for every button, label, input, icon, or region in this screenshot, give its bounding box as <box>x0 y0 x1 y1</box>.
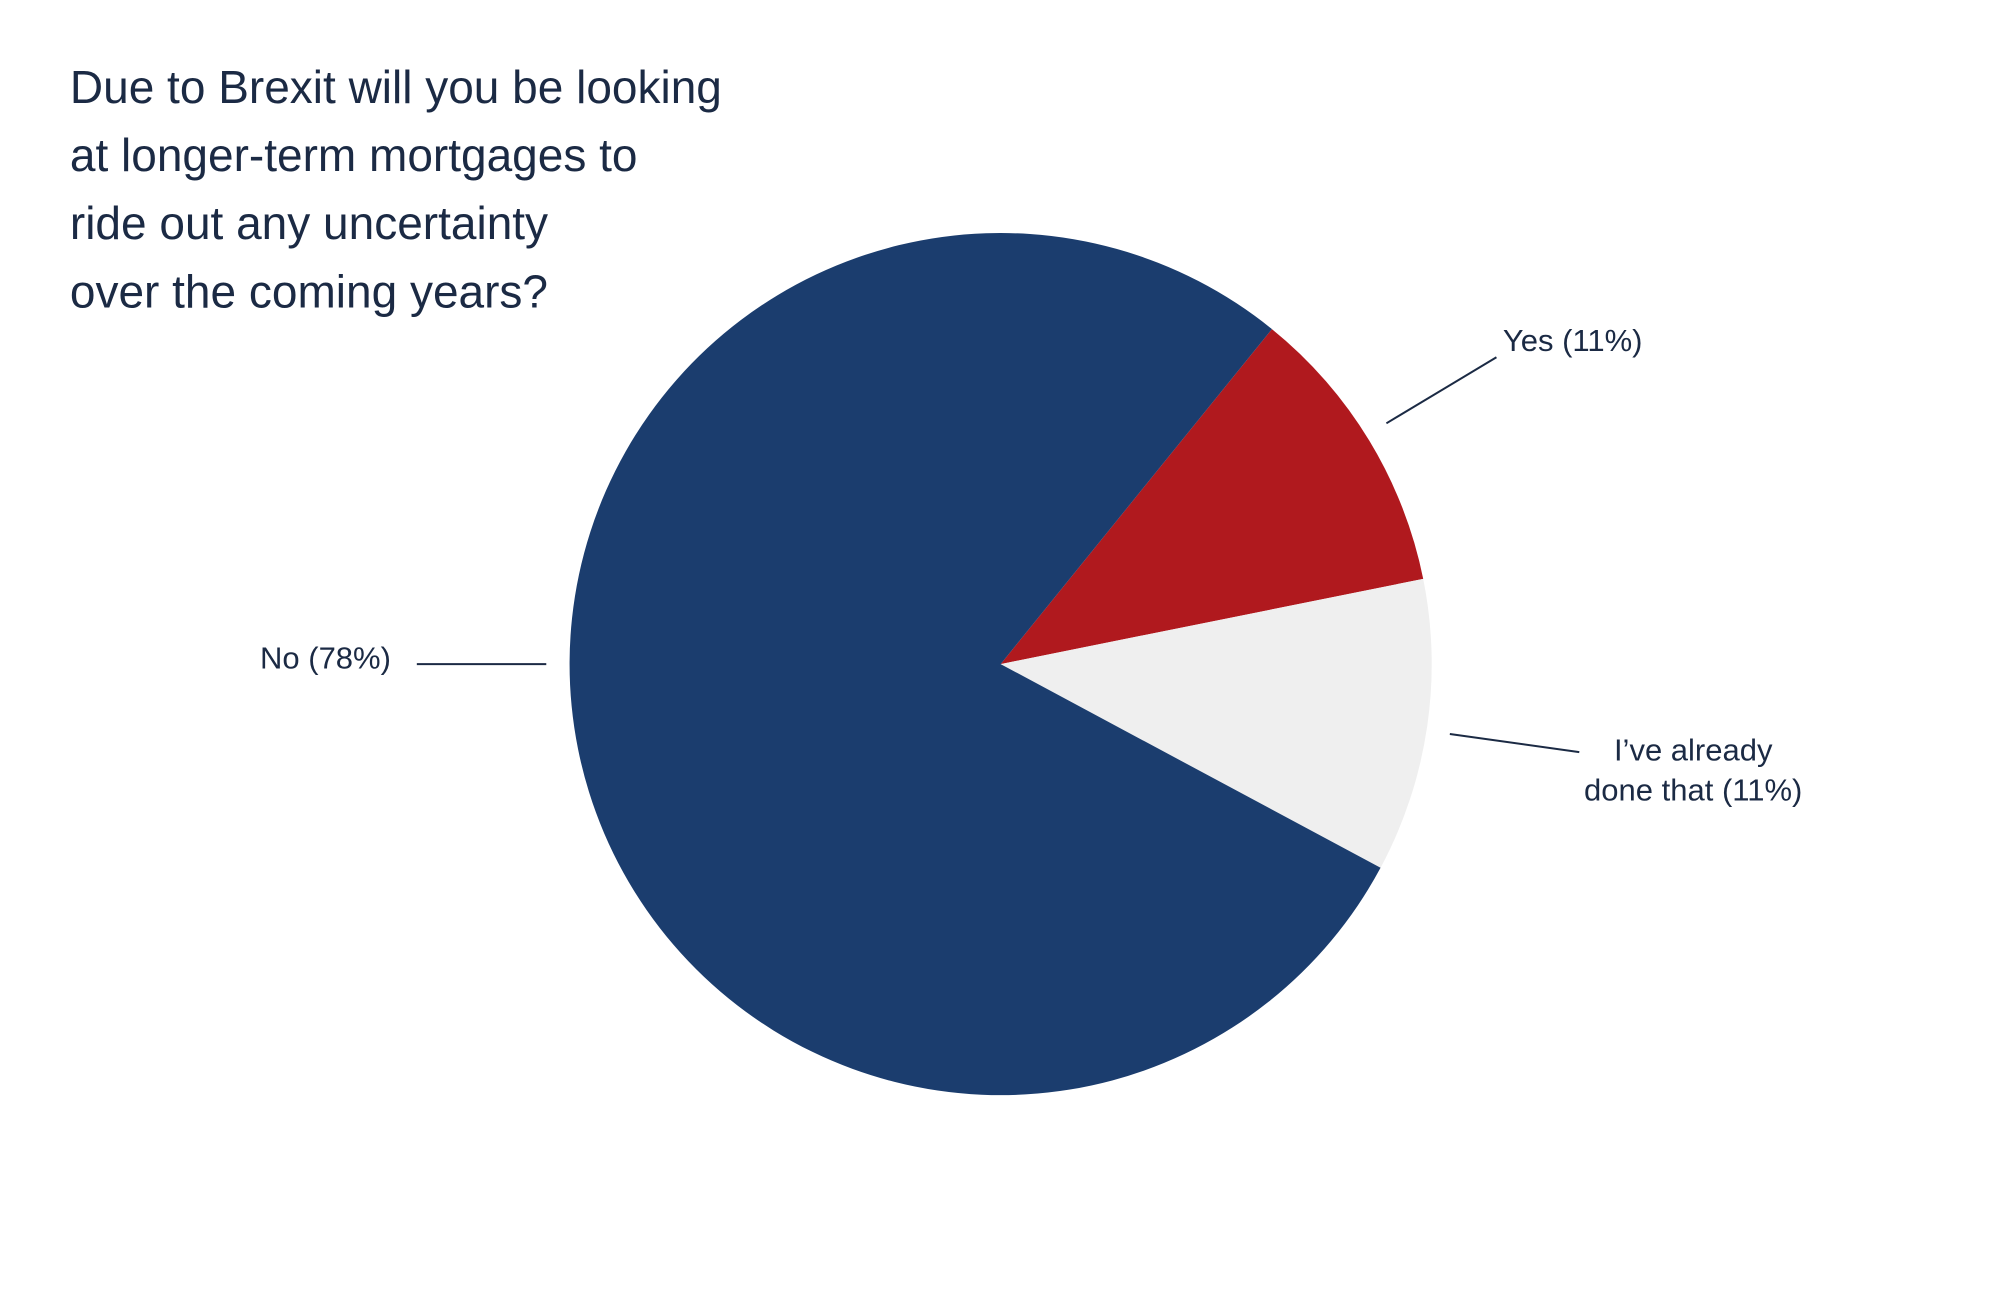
data-label: done that (11%) <box>1584 772 1802 807</box>
data-label: Yes (11%) <box>1503 323 1643 358</box>
data-label: I’ve already <box>1614 732 1773 767</box>
data-label: No (78%) <box>260 640 391 675</box>
chart-title: over the coming years? <box>70 265 548 317</box>
chart-title: Due to Brexit will you be looking <box>70 61 722 113</box>
chart-title: ride out any uncertainty <box>70 197 548 249</box>
pie-slice <box>569 233 1381 1096</box>
leader-line <box>1385 356 1497 425</box>
chart-title: at longer-term mortgages to <box>70 129 638 181</box>
pie-slice <box>1000 578 1432 868</box>
pie-slice <box>1000 329 1424 665</box>
leader-line <box>1449 732 1580 754</box>
